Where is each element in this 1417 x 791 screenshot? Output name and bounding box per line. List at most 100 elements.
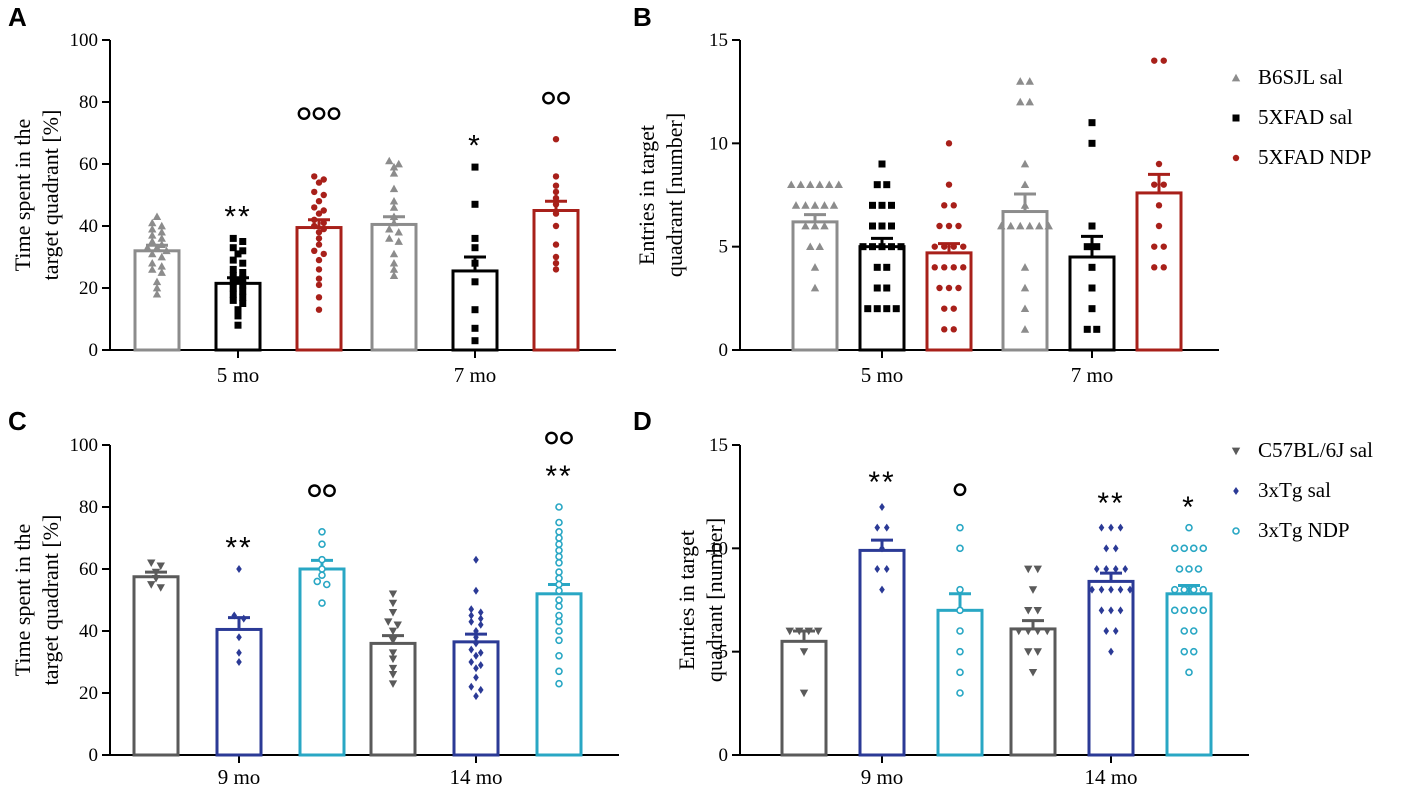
data-point <box>234 312 242 320</box>
data-point <box>795 627 804 636</box>
data-point <box>1088 305 1096 313</box>
data-point <box>552 136 560 143</box>
data-point <box>157 228 166 236</box>
data-point <box>552 253 560 261</box>
data-point <box>555 667 563 676</box>
data-point <box>1024 648 1033 656</box>
data-point <box>883 263 891 271</box>
data-point <box>311 188 318 196</box>
data-point <box>945 181 953 188</box>
data-point <box>552 260 560 267</box>
data-point <box>313 577 322 586</box>
data-point <box>1098 523 1105 532</box>
data-point <box>552 173 560 180</box>
data-point <box>955 222 962 230</box>
data-point <box>1185 523 1193 532</box>
data-point <box>956 689 964 697</box>
data-point <box>468 645 475 654</box>
data-point <box>389 203 399 211</box>
bar <box>858 548 906 757</box>
legend-entry: 3xTg NDP <box>1258 518 1350 542</box>
data-point <box>555 552 563 561</box>
significance-mark: oo <box>308 484 336 498</box>
data-point <box>1093 243 1101 251</box>
data-point <box>810 283 820 292</box>
data-point <box>315 179 323 186</box>
data-point <box>873 284 881 292</box>
data-point <box>148 224 157 233</box>
data-point <box>1016 221 1025 230</box>
data-point <box>318 555 326 564</box>
data-point <box>320 191 327 199</box>
data-point <box>318 565 326 573</box>
data-point <box>318 599 326 607</box>
y-tick-label: 0 <box>89 340 99 361</box>
data-point <box>1155 160 1163 168</box>
data-point <box>236 565 242 573</box>
data-point <box>552 266 560 273</box>
data-point <box>1180 627 1189 635</box>
chart-panel-a: 0 20 40 60 80 100 Time spent in the target quad… <box>10 30 616 387</box>
data-point <box>152 212 162 221</box>
data-point <box>473 627 479 635</box>
data-point <box>1024 565 1033 574</box>
y-tick-label: 40 <box>79 621 98 642</box>
data-point <box>799 648 809 656</box>
bar <box>133 249 181 352</box>
data-point <box>1088 263 1096 271</box>
data-point <box>945 140 953 147</box>
data-point <box>1108 647 1114 656</box>
data-point <box>892 305 900 313</box>
data-point <box>1020 283 1030 292</box>
data-point <box>820 201 829 209</box>
data-point <box>552 182 560 189</box>
data-point <box>1160 57 1167 64</box>
data-point <box>555 651 563 660</box>
data-point <box>156 584 165 592</box>
significance-mark: o <box>953 483 967 497</box>
data-point <box>389 162 399 171</box>
data-point <box>315 281 323 289</box>
data-point <box>1170 585 1179 594</box>
data-point <box>389 212 399 221</box>
data-point <box>1185 565 1193 573</box>
data-point <box>468 605 475 614</box>
data-point <box>1035 221 1044 230</box>
data-point <box>799 689 809 698</box>
data-point <box>157 262 166 270</box>
data-point <box>869 222 876 230</box>
data-point <box>555 527 563 536</box>
data-point <box>878 222 886 230</box>
data-point <box>388 680 398 688</box>
significance-circle <box>297 107 311 121</box>
y-tick-label: 20 <box>79 278 98 299</box>
significance-circle <box>557 91 570 105</box>
data-point <box>810 221 820 230</box>
data-point <box>801 201 810 209</box>
data-point <box>389 249 399 258</box>
bar <box>132 575 180 757</box>
data-point <box>148 249 157 258</box>
data-point <box>941 326 948 333</box>
data-point <box>388 655 398 664</box>
data-point <box>1103 627 1110 635</box>
data-point <box>1151 243 1158 250</box>
data-point <box>1151 57 1158 64</box>
chart-panel-d: 0 5 10 15 Entries in target quadrant [number]… <box>674 435 1373 789</box>
data-point <box>148 259 157 267</box>
data-point <box>473 555 479 564</box>
data-point <box>151 574 161 583</box>
significance-circle <box>545 431 558 445</box>
data-point <box>229 256 237 264</box>
data-point <box>1014 627 1023 636</box>
data-point <box>956 523 964 532</box>
data-point <box>941 243 948 250</box>
data-point <box>152 277 162 286</box>
data-point <box>471 244 479 252</box>
data-point <box>1112 627 1119 635</box>
data-point <box>956 585 964 594</box>
data-point <box>471 306 479 314</box>
data-point <box>151 568 161 577</box>
data-point <box>1083 243 1091 251</box>
panel-letter-c: C <box>8 406 27 436</box>
